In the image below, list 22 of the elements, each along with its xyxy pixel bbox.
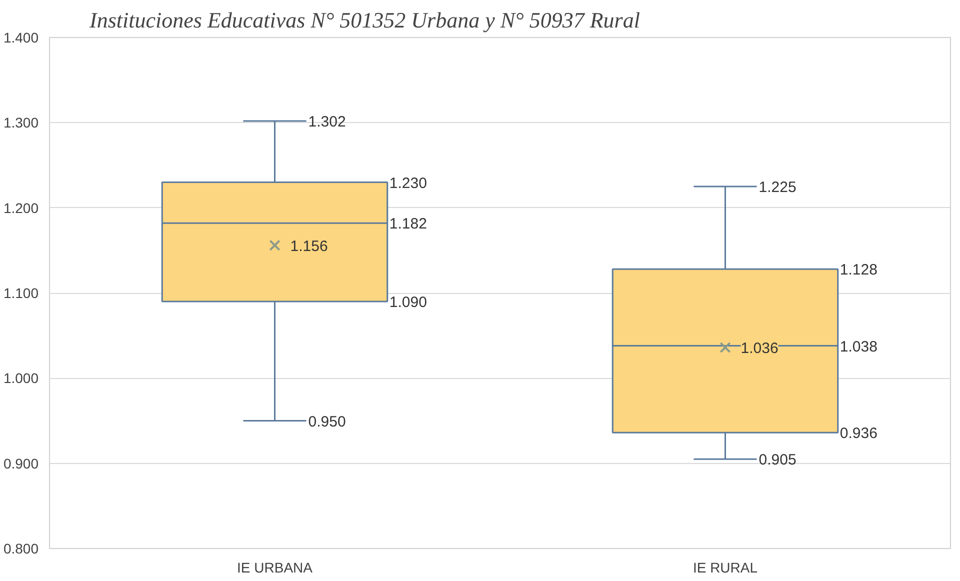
y-tick-label: 0.800	[3, 540, 39, 556]
annotation: 0.905	[758, 452, 796, 469]
annotation: 1.182	[389, 216, 427, 233]
y-tick-label: 1.000	[3, 370, 39, 386]
annotation: 1.036	[740, 340, 778, 358]
y-tick-label: 1.300	[3, 114, 39, 131]
y-tick-label: 1.400	[3, 30, 39, 46]
annotation: 1.156	[290, 238, 328, 255]
annotation: 0.950	[308, 413, 346, 430]
y-tick-label: 1.200	[3, 200, 39, 216]
annotation: 1.225	[758, 179, 796, 196]
annotation: 1.302	[308, 113, 346, 130]
x-tick-label: IE URBANA	[237, 560, 314, 576]
annotation: 1.230	[389, 174, 427, 192]
annotation: 1.090	[389, 294, 427, 312]
chart-title: Instituciones Educativas N° 501352 Urbana y N° 50937 Rural	[88, 8, 640, 32]
y-tick-label: 0.900	[3, 455, 39, 472]
y-tick-label: 1.100	[3, 285, 39, 301]
annotation: 1.128	[840, 262, 878, 279]
annotation: 0.936	[840, 425, 878, 442]
x-tick-label: IE RURAL	[692, 560, 758, 576]
annotation: 1.038	[840, 338, 878, 356]
